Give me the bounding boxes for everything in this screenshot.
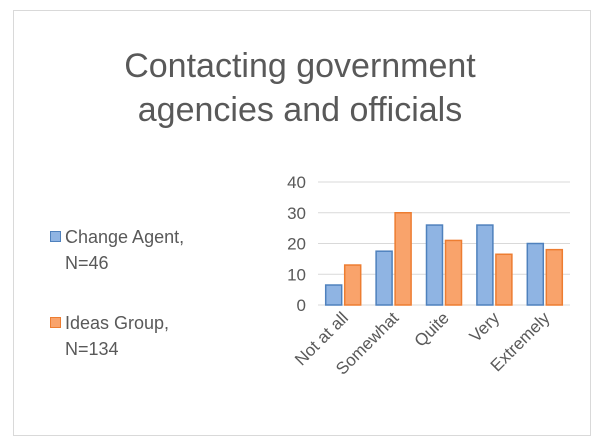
bar: [545, 248, 564, 306]
chart-frame: [13, 10, 591, 436]
legend-swatch: [50, 317, 61, 328]
y-tick-label: 0: [297, 296, 306, 315]
legend-label: Ideas Group, N=134: [65, 313, 170, 359]
bar: [425, 224, 444, 306]
legend-swatch: [50, 231, 61, 242]
y-tick-label: 20: [287, 235, 306, 254]
bar: [444, 239, 463, 306]
bar: [526, 242, 545, 306]
bar: [476, 224, 494, 306]
bar: [375, 250, 393, 306]
bar: [394, 212, 412, 306]
bar: [343, 264, 362, 306]
bar: [324, 284, 343, 306]
bar: [495, 253, 513, 306]
y-tick-label: 30: [287, 204, 306, 223]
legend-label: Change Agent, N=46: [65, 227, 185, 273]
y-tick-label: 40: [287, 173, 306, 192]
x-tick-label: Very: [466, 308, 504, 346]
y-tick-label: 10: [287, 265, 306, 284]
chart-title: Contacting government agencies and offic…: [124, 47, 476, 129]
legend-item: Change Agent, N=46: [50, 224, 190, 276]
legend-item: Ideas Group, N=134: [50, 310, 190, 362]
x-tick-label: Quite: [411, 308, 453, 350]
